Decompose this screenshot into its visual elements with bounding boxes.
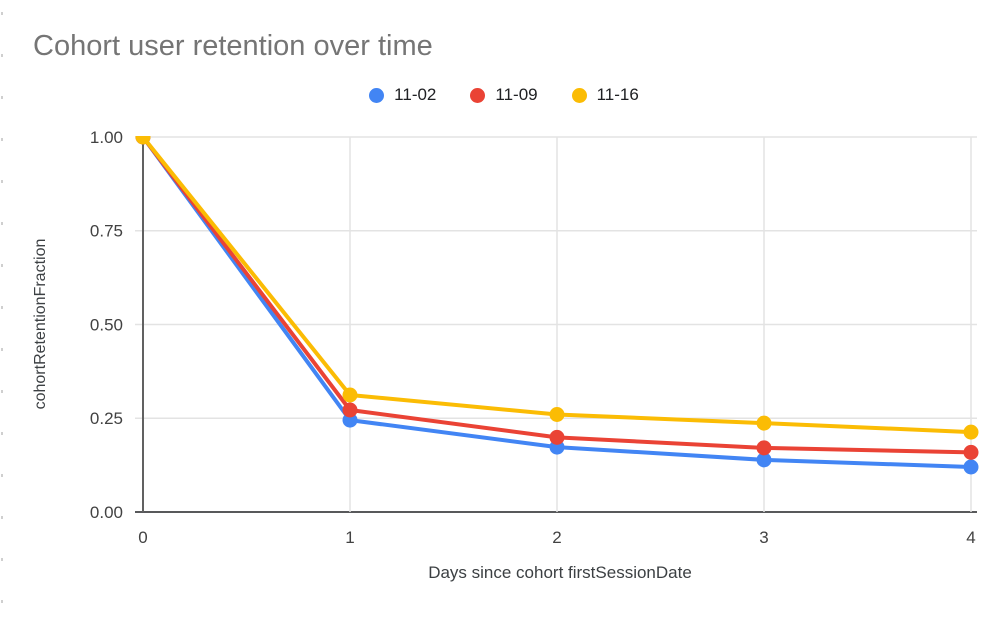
data-point-11-09-day1 <box>342 402 358 418</box>
x-tick-label: 3 <box>759 528 768 547</box>
legend-label: 11-09 <box>495 85 538 104</box>
legend-swatch <box>470 87 486 103</box>
data-point-11-16-day0 <box>135 136 151 145</box>
data-point-11-02-day3 <box>756 452 772 468</box>
legend-item-11-09[interactable]: 11-09 <box>470 85 538 105</box>
y-axis-title: cohortRetentionFraction <box>32 238 49 410</box>
y-tick-label: 0.50 <box>90 315 123 334</box>
y-tick-label: 0.00 <box>90 503 123 522</box>
data-point-11-02-day4 <box>963 459 979 475</box>
y-tick-label: 1.00 <box>90 128 123 147</box>
page-edge-dotted-border <box>1 12 3 623</box>
data-point-11-09-day4 <box>963 444 979 460</box>
data-point-11-16-day3 <box>756 415 772 431</box>
data-point-11-16-day4 <box>963 424 979 440</box>
data-point-11-16-day1 <box>342 387 358 403</box>
data-point-11-16-day2 <box>549 407 565 422</box>
chart-title: Cohort user retention over time <box>33 30 433 62</box>
chart-legend: 11-02 11-09 11-16 <box>0 85 1008 105</box>
legend-label: 11-02 <box>394 85 437 104</box>
y-tick-label: 0.75 <box>90 222 123 241</box>
data-point-11-09-day3 <box>756 440 772 456</box>
y-tick-label: 0.25 <box>90 409 123 428</box>
legend-swatch <box>369 87 385 103</box>
x-tick-label: 1 <box>345 528 354 547</box>
legend-item-11-16[interactable]: 11-16 <box>571 85 639 105</box>
x-axis-title: Days since cohort firstSessionDate <box>428 563 692 582</box>
x-tick-label: 4 <box>966 528 975 547</box>
legend-swatch <box>571 87 587 103</box>
data-point-11-09-day2 <box>549 429 565 445</box>
series-group <box>135 136 979 475</box>
legend-item-11-02[interactable]: 11-02 <box>369 85 436 105</box>
legend-label: 11-16 <box>596 85 639 104</box>
x-tick-label: 2 <box>552 528 561 547</box>
x-tick-label: 0 <box>138 528 147 547</box>
